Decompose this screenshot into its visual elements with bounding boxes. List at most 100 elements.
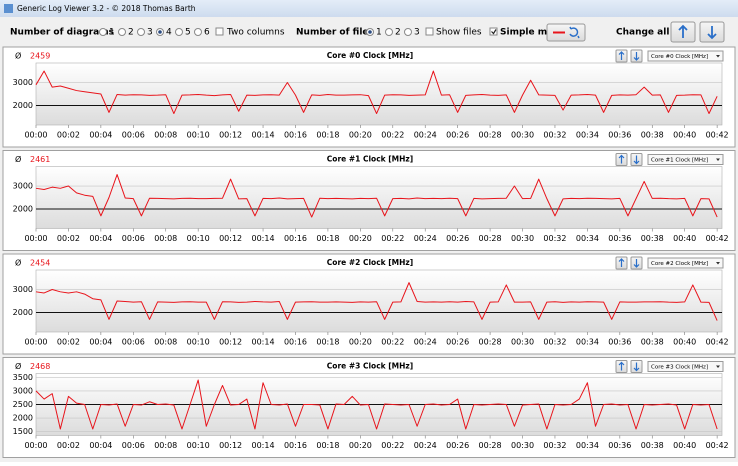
x-tick-label: 00:28: [479, 131, 502, 140]
y-tick-label: 3000: [13, 78, 33, 87]
change-all-label: Change all: [616, 28, 669, 38]
radio-label: 2: [128, 28, 134, 38]
up-arrow: [618, 154, 625, 164]
x-tick-label: 00:42: [706, 441, 729, 450]
radio[interactable]: [385, 28, 393, 36]
radio[interactable]: [99, 28, 107, 36]
checkbox[interactable]: [215, 27, 224, 36]
radio[interactable]: [175, 28, 183, 36]
x-tick-label: 00:08: [154, 441, 177, 450]
x-tick-label: 00:32: [543, 131, 566, 140]
data-line: [35, 70, 718, 115]
x-tick-label: 00:12: [219, 441, 242, 450]
x-tick-label: 00:10: [187, 131, 210, 140]
x-tick-label: 00:34: [576, 441, 599, 450]
x-tick-label: 00:20: [349, 234, 372, 243]
dropdown-caret: [716, 55, 720, 58]
x-tick-label: 00:12: [219, 338, 242, 347]
down-arrow: [633, 52, 640, 61]
x-tick-label: 00:32: [543, 338, 566, 347]
x-tick-label: 00:34: [576, 131, 599, 140]
series-dropdown[interactable]: [647, 361, 724, 372]
x-tick-label: 00:24: [414, 338, 437, 347]
x-tick-label: 00:28: [479, 234, 502, 243]
data-line: [35, 174, 718, 218]
y-tick-label: 2000: [13, 308, 33, 317]
x-tick-label: 00:36: [608, 234, 631, 243]
y-tick-label: 3000: [13, 182, 33, 191]
series-dropdown[interactable]: [647, 154, 724, 165]
x-tick-label: 00:14: [252, 441, 275, 450]
x-tick-label: 00:06: [122, 234, 145, 243]
x-tick-label: 00:22: [381, 441, 404, 450]
down-arrow: [707, 26, 717, 40]
radio[interactable]: [404, 28, 412, 36]
x-tick-label: 00:16: [284, 234, 307, 243]
y-tick-label: 3000: [13, 386, 33, 395]
x-tick-label: 00:24: [414, 131, 437, 140]
radio-label: 1: [109, 28, 115, 38]
x-tick-label: 00:20: [349, 131, 372, 140]
y-tick-label: 2000: [13, 101, 33, 110]
avg-value: 2461: [30, 155, 50, 164]
down-arrow: [633, 155, 640, 165]
x-tick-label: 00:08: [154, 338, 177, 347]
x-tick-label: 00:18: [316, 441, 339, 450]
radio-label: 2: [395, 28, 401, 38]
x-tick-label: 00:04: [89, 131, 112, 140]
app-icon: [4, 4, 13, 13]
data-line: [35, 282, 718, 321]
x-tick-label: 00:40: [673, 441, 696, 450]
x-tick-label: 00:24: [414, 234, 437, 243]
diagrams-label: Number of diagrams: [10, 28, 114, 38]
radio[interactable]: [194, 28, 202, 36]
y-tick-label: 2500: [13, 400, 33, 409]
dropdown-text: Core #3 Clock [MHz]: [651, 364, 708, 370]
x-tick-label: 00:00: [24, 441, 47, 450]
diagram-options: 1 2 3 4 5 6: [99, 28, 210, 38]
x-tick-label: 00:22: [381, 234, 404, 243]
avg-value: 2454: [30, 259, 50, 268]
x-tick-label: 00:22: [381, 338, 404, 347]
x-tick-label: 00:26: [446, 234, 469, 243]
x-tick-label: 00:00: [24, 338, 47, 347]
series-dropdown[interactable]: [647, 50, 724, 62]
x-tick-label: 00:38: [641, 338, 664, 347]
x-tick-label: 00:18: [316, 338, 339, 347]
radio[interactable]: [137, 28, 145, 36]
y-tick-label: 2000: [13, 414, 33, 423]
radio[interactable]: [118, 28, 126, 36]
x-tick-label: 00:34: [576, 338, 599, 347]
x-tick-label: 00:36: [608, 338, 631, 347]
x-tick-label: 00:14: [252, 234, 275, 243]
dropdown-text: Core #0 Clock [MHz]: [651, 54, 708, 60]
x-tick-label: 00:14: [252, 131, 275, 140]
y-tick-label: 3500: [13, 373, 33, 382]
checkbox[interactable]: [489, 27, 498, 36]
series-dropdown[interactable]: [647, 257, 724, 269]
x-tick-label: 00:16: [284, 338, 307, 347]
x-tick-label: 00:20: [349, 338, 372, 347]
checkbox-label: Simple mod: [500, 28, 560, 38]
data-line: [35, 379, 718, 430]
x-tick-label: 00:40: [673, 234, 696, 243]
radio-label: 6: [204, 28, 210, 38]
dropdown-text: Core #1 Clock [MHz]: [651, 157, 708, 163]
plot-area: [35, 166, 723, 229]
refresh-icon: [569, 26, 580, 39]
dropdown-caret: [716, 365, 720, 368]
dropdown-caret: [716, 262, 720, 265]
x-tick-label: 00:06: [122, 338, 145, 347]
checkbox[interactable]: [425, 27, 434, 36]
title-bar: [0, 0, 738, 17]
mode-button[interactable]: [546, 23, 586, 42]
x-tick-label: 00:42: [706, 234, 729, 243]
radio-label: 3: [147, 28, 153, 38]
x-tick-label: 00:00: [24, 131, 47, 140]
up-arrow: [618, 361, 625, 371]
x-tick-label: 00:28: [479, 441, 502, 450]
x-tick-label: 00:10: [187, 441, 210, 450]
x-tick-label: 00:12: [219, 234, 242, 243]
